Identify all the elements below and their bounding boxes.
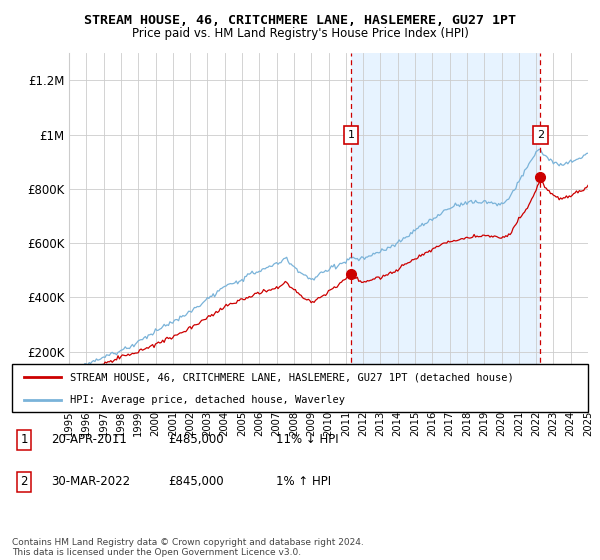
FancyBboxPatch shape bbox=[12, 364, 588, 412]
Text: 1: 1 bbox=[20, 433, 28, 446]
Text: Contains HM Land Registry data © Crown copyright and database right 2024.
This d: Contains HM Land Registry data © Crown c… bbox=[12, 538, 364, 557]
Text: 20-APR-2011: 20-APR-2011 bbox=[51, 433, 127, 446]
Text: STREAM HOUSE, 46, CRITCHMERE LANE, HASLEMERE, GU27 1PT (detached house): STREAM HOUSE, 46, CRITCHMERE LANE, HASLE… bbox=[70, 372, 514, 382]
Text: Price paid vs. HM Land Registry's House Price Index (HPI): Price paid vs. HM Land Registry's House … bbox=[131, 27, 469, 40]
Text: 30-MAR-2022: 30-MAR-2022 bbox=[51, 475, 130, 488]
Text: STREAM HOUSE, 46, CRITCHMERE LANE, HASLEMERE, GU27 1PT: STREAM HOUSE, 46, CRITCHMERE LANE, HASLE… bbox=[84, 14, 516, 27]
Text: HPI: Average price, detached house, Waverley: HPI: Average price, detached house, Wave… bbox=[70, 395, 344, 405]
Text: 2: 2 bbox=[20, 475, 28, 488]
Bar bbox=[351, 53, 541, 406]
Text: £485,000: £485,000 bbox=[168, 433, 224, 446]
Text: 11% ↓ HPI: 11% ↓ HPI bbox=[276, 433, 338, 446]
Text: 2: 2 bbox=[537, 129, 544, 139]
Text: £845,000: £845,000 bbox=[168, 475, 224, 488]
Text: 1% ↑ HPI: 1% ↑ HPI bbox=[276, 475, 331, 488]
Text: 1: 1 bbox=[347, 129, 355, 139]
